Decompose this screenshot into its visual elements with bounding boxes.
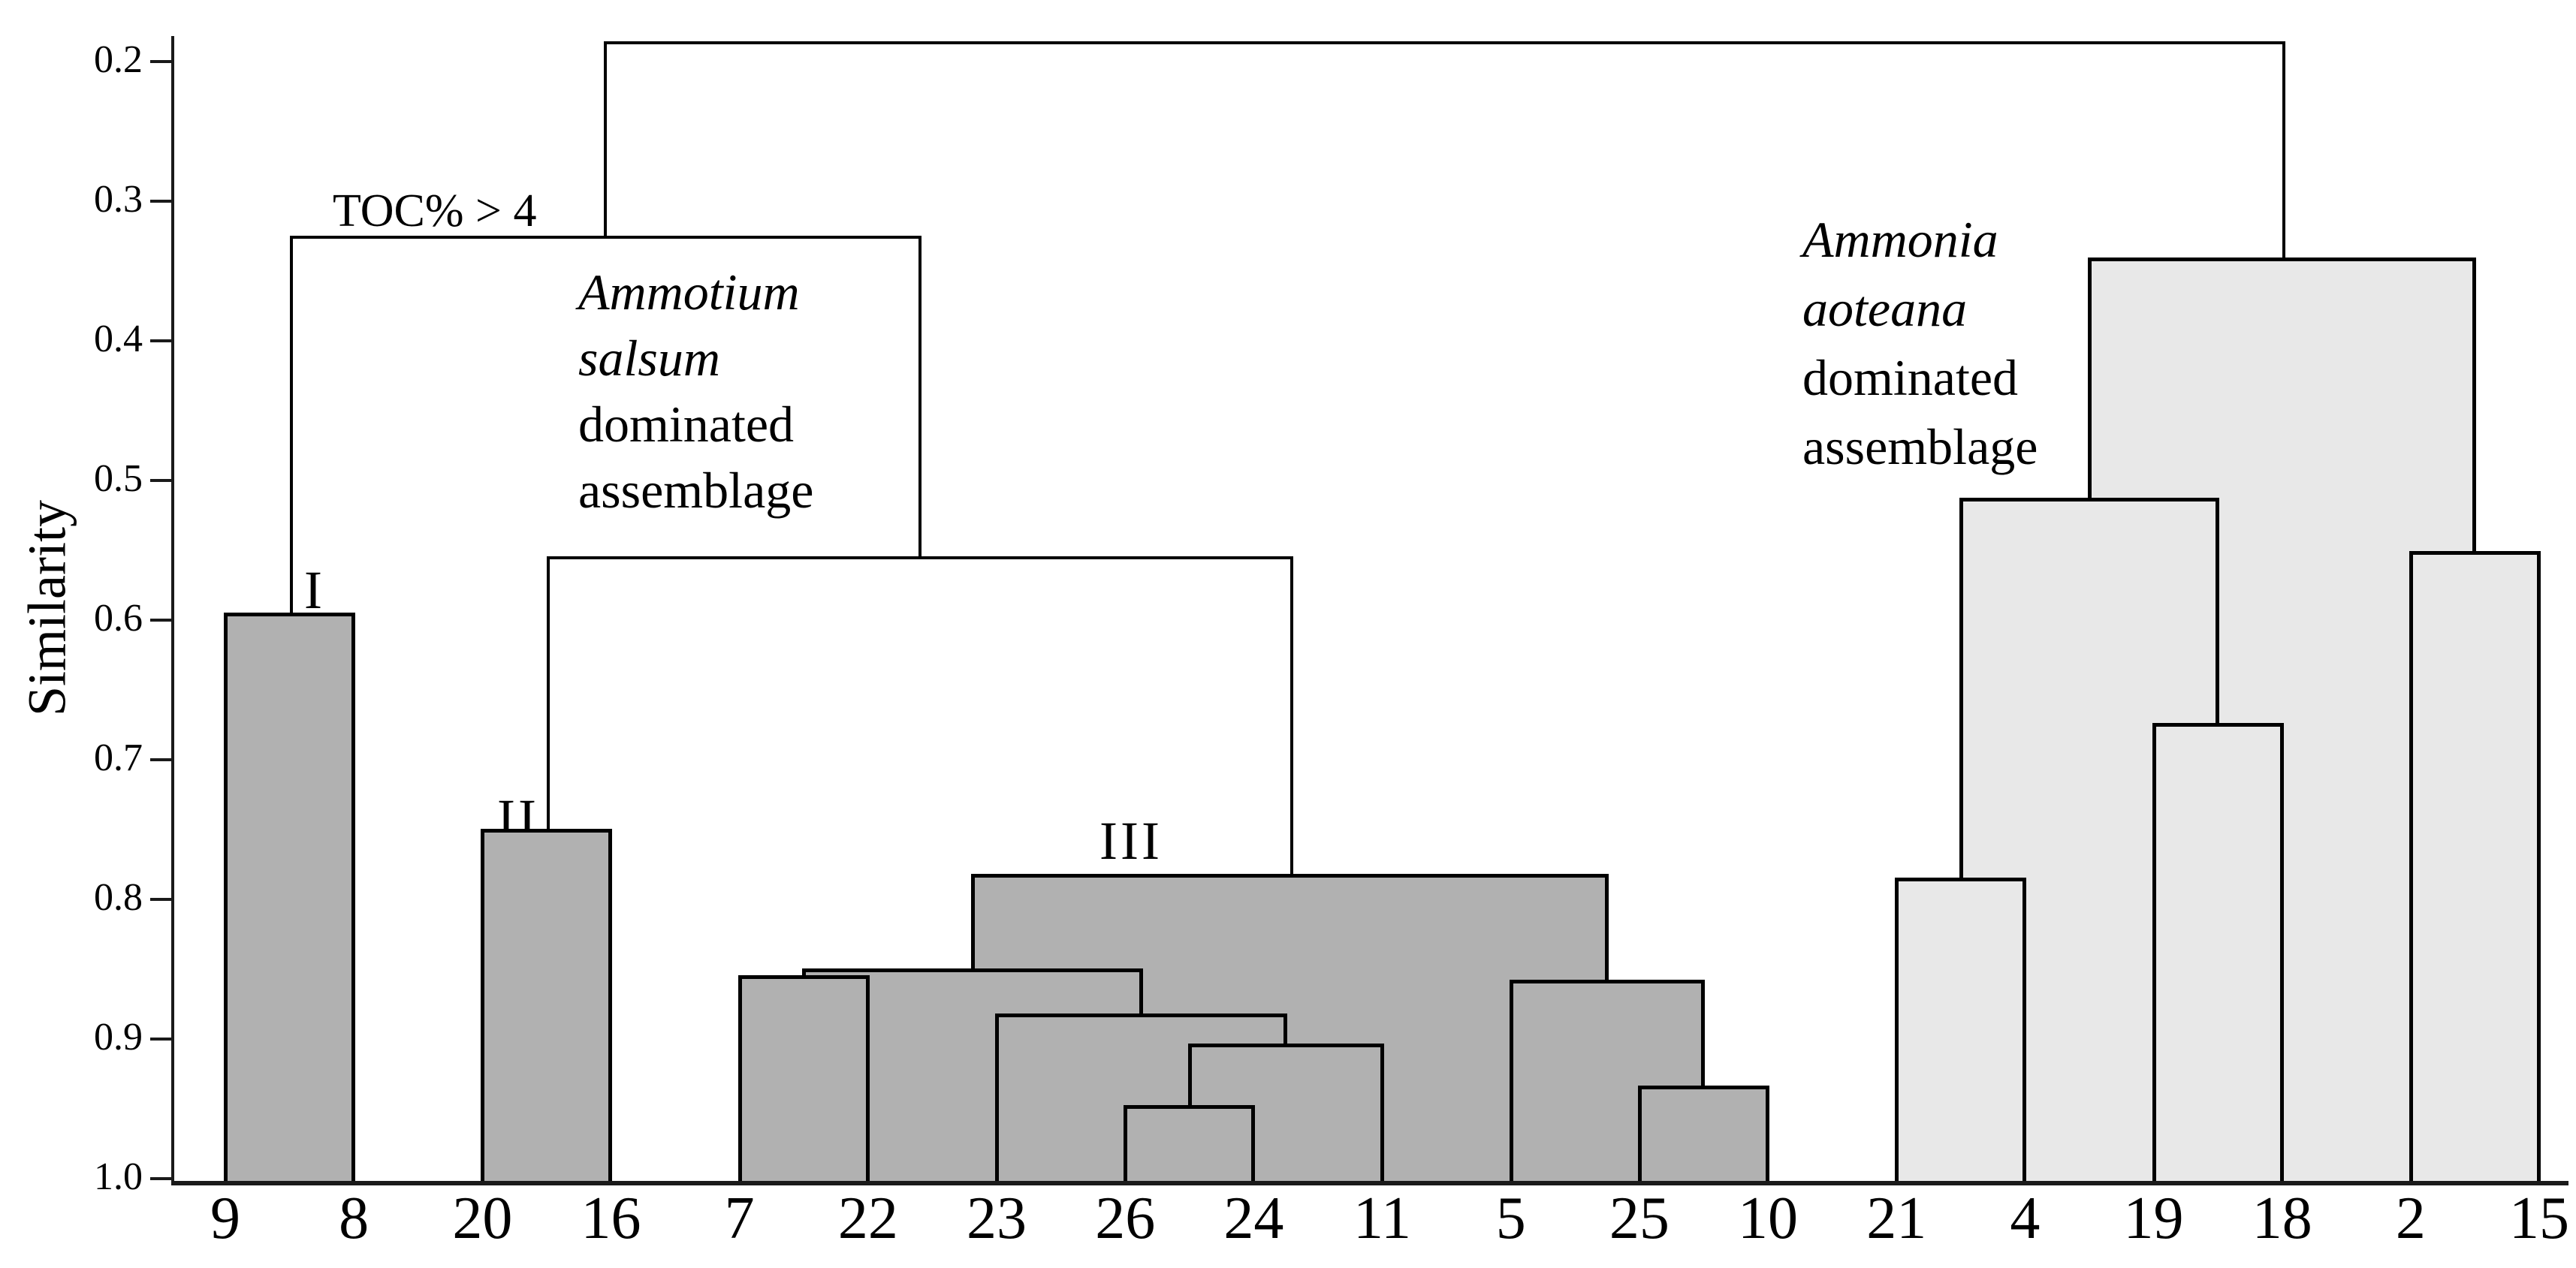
y-tick-label-1.0: 1.0: [94, 1155, 143, 1198]
leaf-label-9: 9: [210, 1185, 240, 1251]
y-tick-label-0.2: 0.2: [94, 38, 143, 81]
join-drop-mII_III-right: [1290, 556, 1293, 877]
cluster-box-m21_4: [1895, 878, 2027, 1184]
y-tick-0.2: [150, 60, 171, 63]
y-tick-0.4: [150, 339, 171, 342]
y-tick-0.7: [150, 758, 171, 761]
join-drop-mLeft-left: [289, 235, 293, 616]
leaf-label-20: 20: [452, 1185, 513, 1251]
species-left-line1: Ammotium: [578, 264, 800, 321]
leaf-label-11: 11: [1353, 1185, 1412, 1251]
leaf-label-8: 8: [339, 1185, 370, 1251]
cluster-box-I: [224, 612, 356, 1184]
leaf-label-24: 24: [1223, 1185, 1284, 1251]
leaf-label-15: 15: [2509, 1185, 2570, 1251]
y-tick-0.8: [150, 898, 171, 901]
y-tick-1.0: [150, 1177, 171, 1180]
y-tick-0.5: [150, 479, 171, 482]
y-tick-label-0.9: 0.9: [94, 1016, 143, 1059]
cluster-label-III: III: [1099, 811, 1163, 871]
join-bar-root: [604, 41, 2285, 44]
leaf-label-2: 2: [2395, 1185, 2426, 1251]
cluster-box-m7_22: [738, 975, 870, 1184]
join-drop-root-left: [604, 41, 608, 239]
y-tick-label-0.3: 0.3: [94, 178, 143, 221]
leaf-label-25: 25: [1609, 1185, 1670, 1251]
y-tick-0.3: [150, 200, 171, 203]
leaf-label-22: 22: [837, 1185, 898, 1251]
cluster-box-m26_24: [1124, 1105, 1256, 1184]
join-drop-mLeft-right: [918, 235, 922, 560]
leaf-label-18: 18: [2252, 1185, 2312, 1251]
cluster-box-m25_10: [1637, 1086, 1770, 1184]
cluster-box-m2_15: [2409, 550, 2541, 1184]
y-tick-label-0.4: 0.4: [94, 318, 143, 360]
cluster-label-I: I: [304, 560, 325, 620]
leaf-label-23: 23: [967, 1185, 1027, 1251]
y-tick-label-0.6: 0.6: [94, 597, 143, 640]
species-left-line2: salsum: [578, 330, 720, 387]
join-drop-root-right: [2282, 41, 2285, 261]
leaf-label-26: 26: [1095, 1185, 1156, 1251]
annotation-ammotium-salsum: Ammotium salsum dominated assemblage: [578, 259, 813, 523]
cluster-box-m19_18: [2152, 722, 2284, 1184]
x-axis-baseline: [171, 1181, 2568, 1185]
cluster-box-II: [481, 829, 613, 1184]
leaf-label-10: 10: [1738, 1185, 1799, 1251]
annotation-ammonia-aoteana: Ammonia aoteana dominated assemblage: [1802, 205, 2038, 481]
species-right-line4: assemblage: [1802, 418, 2038, 475]
leaf-label-5: 5: [1495, 1185, 1526, 1251]
y-tick-label-0.5: 0.5: [94, 457, 143, 500]
leaf-label-16: 16: [581, 1185, 641, 1251]
join-drop-mII_III-left: [546, 556, 550, 832]
species-right-line1: Ammonia: [1802, 211, 1998, 268]
y-tick-0.6: [150, 619, 171, 622]
annotation-toc-greater-4: TOC% > 4: [333, 185, 537, 236]
y-tick-label-0.8: 0.8: [94, 876, 143, 919]
y-tick-0.9: [150, 1038, 171, 1041]
leaf-label-4: 4: [2010, 1185, 2041, 1251]
species-right-line3: dominated: [1802, 349, 2019, 406]
species-left-line4: assemblage: [578, 462, 814, 519]
leaf-label-7: 7: [724, 1185, 755, 1251]
y-tick-label-0.7: 0.7: [94, 736, 143, 779]
species-left-line3: dominated: [578, 396, 795, 453]
species-right-line2: aoteana: [1802, 280, 1968, 337]
leaf-label-21: 21: [1866, 1185, 1927, 1251]
leaf-label-19: 19: [2123, 1185, 2184, 1251]
y-axis-line: [171, 36, 174, 1185]
